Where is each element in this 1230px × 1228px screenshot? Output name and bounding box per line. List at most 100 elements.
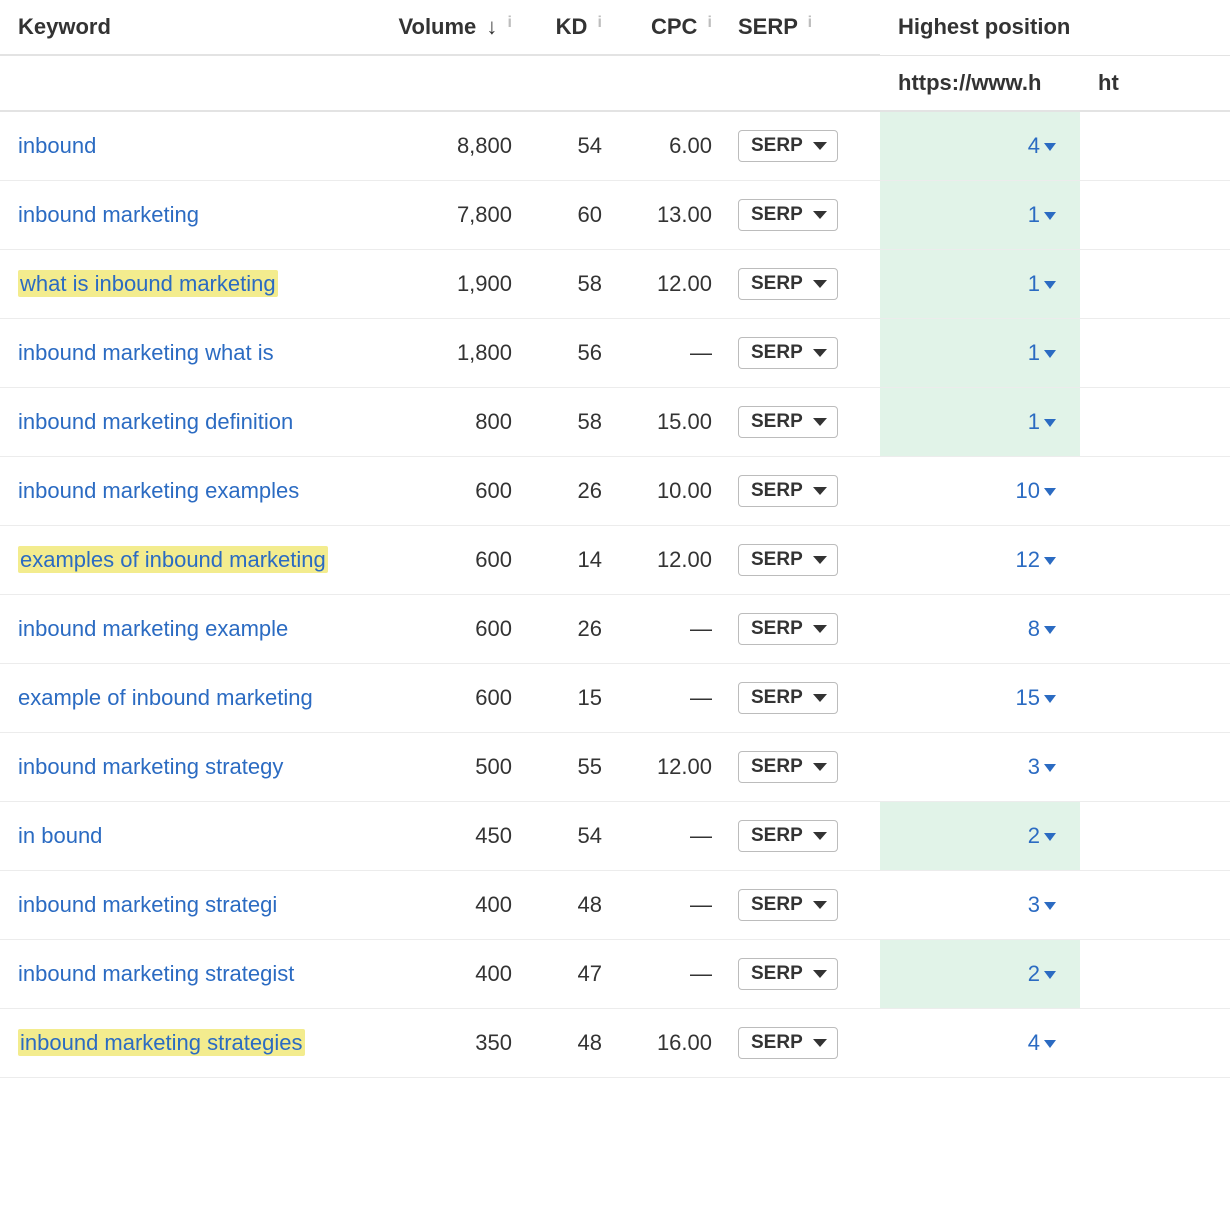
subheader-url-2[interactable]: ht xyxy=(1080,55,1230,111)
table-row: examples of inbound marketing6001412.00S… xyxy=(0,525,1230,594)
keyword-link[interactable]: inbound marketing strategi xyxy=(18,892,277,917)
position-cell[interactable]: 2 xyxy=(880,939,1080,1008)
position-cell[interactable]: 2 xyxy=(880,801,1080,870)
col-header-keyword[interactable]: Keyword xyxy=(0,0,380,55)
serp-dropdown-button[interactable]: SERP xyxy=(738,337,838,369)
position-value: 10 xyxy=(1016,478,1040,503)
subheader-url-1[interactable]: https://www.h xyxy=(880,55,1080,111)
chevron-down-icon xyxy=(1044,419,1056,427)
position-cell[interactable]: 3 xyxy=(880,732,1080,801)
kd-cell: 48 xyxy=(520,1008,610,1077)
info-icon[interactable]: i xyxy=(598,14,602,31)
serp-dropdown-button[interactable]: SERP xyxy=(738,199,838,231)
cpc-cell: — xyxy=(610,318,720,387)
col-header-volume-label: Volume xyxy=(398,14,476,39)
position-cell[interactable]: 15 xyxy=(880,663,1080,732)
serp-dropdown-button[interactable]: SERP xyxy=(738,958,838,990)
kd-cell: 58 xyxy=(520,249,610,318)
col-header-kd[interactable]: KD i xyxy=(520,0,610,55)
keyword-link[interactable]: examples of inbound marketing xyxy=(18,546,328,573)
serp-dropdown-button[interactable]: SERP xyxy=(738,889,838,921)
col-header-serp[interactable]: SERP i xyxy=(720,0,880,55)
chevron-down-icon xyxy=(1044,902,1056,910)
chevron-down-icon xyxy=(1044,1040,1056,1048)
position-cell[interactable]: 3 xyxy=(880,870,1080,939)
serp-dropdown-button[interactable]: SERP xyxy=(738,613,838,645)
serp-dropdown-button[interactable]: SERP xyxy=(738,406,838,438)
keyword-link[interactable]: inbound marketing example xyxy=(18,616,288,641)
position-cell[interactable]: 1 xyxy=(880,180,1080,249)
position-value: 1 xyxy=(1028,271,1040,296)
chevron-down-icon xyxy=(1044,350,1056,358)
position-cell[interactable]: 4 xyxy=(880,1008,1080,1077)
serp-dropdown-button[interactable]: SERP xyxy=(738,820,838,852)
serp-dropdown-button[interactable]: SERP xyxy=(738,1027,838,1059)
tail-cell xyxy=(1080,111,1230,181)
cpc-cell: 12.00 xyxy=(610,732,720,801)
col-header-kd-label: KD xyxy=(556,14,588,39)
col-header-cpc[interactable]: CPC i xyxy=(610,0,720,55)
kd-cell: 47 xyxy=(520,939,610,1008)
keyword-link[interactable]: inbound marketing examples xyxy=(18,478,299,503)
keyword-link[interactable]: inbound marketing strategies xyxy=(18,1029,305,1056)
position-cell[interactable]: 4 xyxy=(880,111,1080,181)
tail-cell xyxy=(1080,1008,1230,1077)
volume-cell: 7,800 xyxy=(380,180,520,249)
serp-dropdown-button[interactable]: SERP xyxy=(738,544,838,576)
kd-cell: 48 xyxy=(520,870,610,939)
keyword-link[interactable]: in bound xyxy=(18,823,102,848)
cpc-cell: 6.00 xyxy=(610,111,720,181)
position-cell[interactable]: 12 xyxy=(880,525,1080,594)
volume-cell: 600 xyxy=(380,456,520,525)
chevron-down-icon xyxy=(813,487,827,495)
position-cell[interactable]: 8 xyxy=(880,594,1080,663)
table-row: inbound marketing definition8005815.00SE… xyxy=(0,387,1230,456)
info-icon[interactable]: i xyxy=(808,14,812,31)
keyword-link[interactable]: inbound marketing definition xyxy=(18,409,293,434)
keyword-link[interactable]: inbound marketing strategy xyxy=(18,754,283,779)
keyword-link[interactable]: what is inbound marketing xyxy=(18,270,278,297)
position-value: 1 xyxy=(1028,340,1040,365)
serp-button-label: SERP xyxy=(751,894,803,916)
serp-button-label: SERP xyxy=(751,618,803,640)
serp-button-label: SERP xyxy=(751,825,803,847)
serp-dropdown-button[interactable]: SERP xyxy=(738,268,838,300)
position-value: 2 xyxy=(1028,823,1040,848)
serp-button-label: SERP xyxy=(751,342,803,364)
info-icon[interactable]: i xyxy=(508,14,512,31)
volume-cell: 600 xyxy=(380,525,520,594)
chevron-down-icon xyxy=(813,418,827,426)
keyword-link[interactable]: example of inbound marketing xyxy=(18,685,313,710)
chevron-down-icon xyxy=(1044,281,1056,289)
col-header-volume[interactable]: Volume ↓ i xyxy=(380,0,520,55)
serp-dropdown-button[interactable]: SERP xyxy=(738,475,838,507)
volume-cell: 1,800 xyxy=(380,318,520,387)
table-row: inbound marketing strategy5005512.00SERP… xyxy=(0,732,1230,801)
position-cell[interactable]: 1 xyxy=(880,387,1080,456)
keyword-link[interactable]: inbound marketing what is xyxy=(18,340,274,365)
kd-cell: 55 xyxy=(520,732,610,801)
position-cell[interactable]: 1 xyxy=(880,318,1080,387)
cpc-cell: 16.00 xyxy=(610,1008,720,1077)
chevron-down-icon xyxy=(1044,557,1056,565)
keywords-table: Keyword Volume ↓ i KD i CPC i SERP i Hig… xyxy=(0,0,1230,1078)
serp-dropdown-button[interactable]: SERP xyxy=(738,130,838,162)
col-header-highest-position[interactable]: Highest position xyxy=(880,0,1230,55)
tail-cell xyxy=(1080,939,1230,1008)
keyword-link[interactable]: inbound xyxy=(18,133,96,158)
chevron-down-icon xyxy=(813,763,827,771)
position-cell[interactable]: 10 xyxy=(880,456,1080,525)
info-icon[interactable]: i xyxy=(708,14,712,31)
serp-dropdown-button[interactable]: SERP xyxy=(738,682,838,714)
position-cell[interactable]: 1 xyxy=(880,249,1080,318)
volume-cell: 800 xyxy=(380,387,520,456)
chevron-down-icon xyxy=(813,1039,827,1047)
chevron-down-icon xyxy=(1044,488,1056,496)
table-row: inbound marketing examples6002610.00SERP… xyxy=(0,456,1230,525)
keyword-link[interactable]: inbound marketing strategist xyxy=(18,961,294,986)
keyword-link[interactable]: inbound marketing xyxy=(18,202,199,227)
table-row: inbound marketing example60026—SERP8 xyxy=(0,594,1230,663)
table-row: inbound marketing strategies3504816.00SE… xyxy=(0,1008,1230,1077)
col-header-cpc-label: CPC xyxy=(651,14,697,39)
serp-dropdown-button[interactable]: SERP xyxy=(738,751,838,783)
